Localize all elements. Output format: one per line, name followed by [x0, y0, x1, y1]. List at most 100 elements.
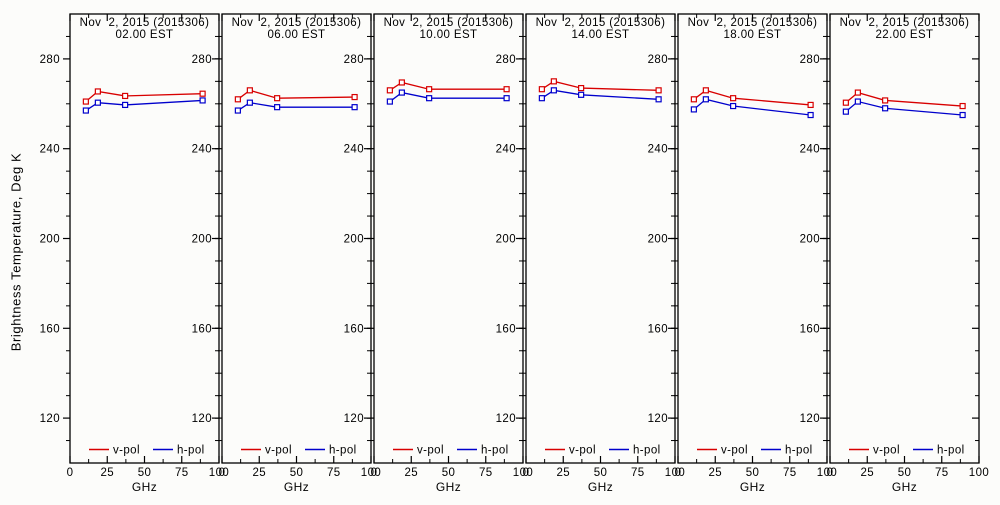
vpol-marker	[807, 101, 814, 109]
vpol-marker	[246, 87, 253, 94]
panel-title-time: 18.00 EST	[724, 29, 782, 41]
hpol-marker	[550, 87, 557, 94]
y-tick-label: 240	[496, 144, 516, 156]
panel-title-time: 22.00 EST	[876, 29, 934, 41]
y-tick-label: 240	[344, 144, 364, 156]
y-tick-label: 160	[648, 323, 668, 335]
vpol-marker	[503, 86, 510, 93]
panel-box	[829, 13, 980, 464]
hpol-marker	[702, 96, 709, 103]
legend-hpol-label: h-pol	[329, 445, 357, 457]
y-tick-label: 200	[40, 234, 60, 246]
hpol-marker	[398, 89, 405, 96]
y-tick-label: 200	[344, 234, 364, 246]
x-axis-unit-label: GHz	[284, 480, 309, 494]
vpol-marker	[199, 90, 206, 97]
y-tick-label: 200	[648, 234, 668, 246]
panel-2200: 120 160 200 240 280 0 25 50 75 100 GHz Nov 2, 2015 …	[800, 13, 989, 494]
panel-title-time: 14.00 EST	[572, 29, 630, 41]
vpol-marker	[122, 92, 129, 100]
hpol-marker	[234, 107, 241, 114]
x-tick-label: 75	[783, 467, 797, 479]
panel-title-date: Nov 2, 2015 (2015306)	[232, 17, 362, 29]
panel-title-date: Nov 2, 2015 (2015306)	[80, 17, 210, 29]
vpol-marker	[882, 97, 889, 104]
hpol-line	[85, 99, 203, 112]
x-axis-unit-label: GHz	[436, 480, 461, 494]
legend-vpol-label: v-pol	[873, 445, 900, 457]
hpol-marker	[82, 107, 89, 114]
panel-title-date: Nov 2, 2015 (2015306)	[536, 17, 666, 29]
hpol-marker	[426, 95, 433, 102]
x-tick-label: 75	[327, 467, 341, 479]
y-tick-label: 120	[344, 413, 364, 425]
vpol-marker	[578, 84, 585, 92]
y-tick-label: 200	[496, 234, 516, 246]
hpol-marker	[655, 96, 662, 103]
x-tick-label: 75	[175, 467, 189, 479]
y-tick-label: 240	[800, 144, 820, 156]
x-tick-label: 0	[371, 467, 378, 479]
y-tick-label: 120	[496, 413, 516, 425]
vpol-line	[845, 91, 963, 107]
hpol-marker	[807, 111, 814, 119]
y-tick-label: 160	[344, 323, 364, 335]
x-tick-label: 75	[631, 467, 645, 479]
y-tick-label: 120	[648, 413, 668, 425]
vpol-marker	[730, 95, 737, 102]
x-tick-label: 25	[252, 467, 266, 479]
hpol-marker	[959, 111, 966, 119]
y-tick-label: 240	[192, 144, 212, 156]
x-tick-label: 100	[665, 467, 685, 479]
panel-title-time: 02.00 EST	[116, 29, 174, 41]
vpol-line	[693, 89, 811, 106]
legend-hpol-label: h-pol	[937, 445, 965, 457]
y-tick-label: 160	[800, 323, 820, 335]
vpol-marker	[959, 102, 966, 110]
x-axis-unit-label: GHz	[892, 480, 917, 494]
vpol-marker	[234, 96, 241, 103]
x-tick-label: 50	[898, 467, 912, 479]
hpol-marker	[538, 95, 545, 102]
vpol-marker	[538, 86, 545, 93]
hpol-marker	[274, 104, 281, 111]
x-tick-label: 50	[290, 467, 304, 479]
x-axis-unit-label: GHz	[132, 480, 157, 494]
x-tick-label: 100	[361, 467, 381, 479]
legend-vpol-label: v-pol	[113, 445, 140, 457]
panel-0200: 120 160 200 240 280 0 25 50 75 100 GHz Nov 2, 2015 …	[40, 13, 229, 494]
x-tick-label: 50	[594, 467, 608, 479]
hpol-marker	[94, 99, 101, 106]
hpol-marker	[199, 97, 206, 104]
y-tick-label: 280	[192, 54, 212, 66]
y-tick-label: 280	[344, 54, 364, 66]
y-tick-label: 200	[192, 234, 212, 246]
vpol-marker	[854, 89, 861, 96]
hpol-marker	[503, 95, 510, 102]
y-tick-label: 160	[496, 323, 516, 335]
y-tick-label: 120	[192, 413, 212, 425]
legend-hpol-label: h-pol	[633, 445, 661, 457]
vpol-marker	[274, 95, 281, 102]
hpol-line	[541, 89, 659, 100]
hpol-marker	[730, 102, 737, 110]
y-tick-label: 120	[40, 413, 60, 425]
vpol-marker	[94, 88, 101, 95]
legend-vpol-label: v-pol	[721, 445, 748, 457]
y-tick-label: 200	[800, 234, 820, 246]
hpol-line	[845, 100, 963, 116]
vpol-marker	[386, 87, 393, 94]
vpol-line	[389, 81, 507, 91]
x-tick-label: 25	[708, 467, 722, 479]
x-tick-label: 50	[442, 467, 456, 479]
x-tick-label: 0	[675, 467, 682, 479]
legend-hpol-label: h-pol	[177, 445, 205, 457]
x-tick-label: 25	[404, 467, 418, 479]
vpol-marker	[842, 99, 849, 106]
panel-title-date: Nov 2, 2015 (2015306)	[688, 17, 818, 29]
y-tick-label: 280	[800, 54, 820, 66]
x-tick-label: 0	[523, 467, 530, 479]
y-tick-label: 160	[192, 323, 212, 335]
panel-title-date: Nov 2, 2015 (2015306)	[384, 17, 514, 29]
